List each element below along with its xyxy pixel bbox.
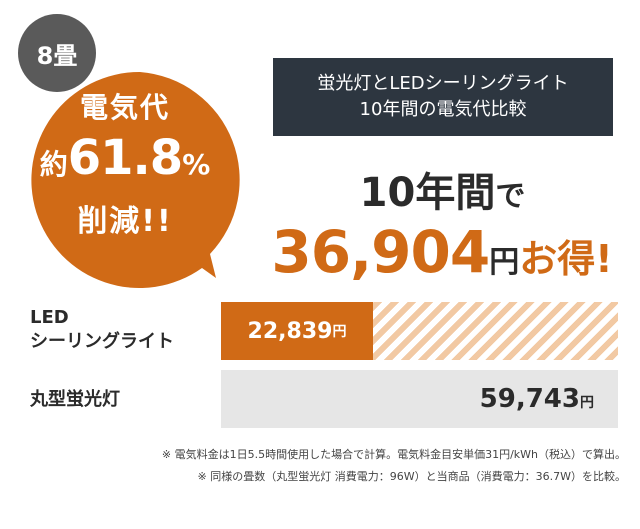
badge-text: 8畳 (36, 41, 78, 70)
bubble-line3: 削減!! (77, 204, 173, 239)
title-line2: 10年間の電気代比較 (359, 99, 527, 120)
led-bar-fill: 22,839 円 (221, 302, 373, 360)
footnote-1: ※ 電気料金は1日5.5時間使用した場合で計算。電気料金目安単価31円/kWh（… (161, 448, 626, 461)
bubble-prefix: 約 (39, 148, 68, 181)
fluorescent-unit: 円 (580, 395, 594, 411)
room-size-badge: 8畳 (18, 14, 96, 92)
fluorescent-value-wrap: 59,743円 (480, 384, 594, 414)
led-value: 22,839 (247, 318, 333, 344)
title-line1: 蛍光灯とLEDシーリングライト (317, 73, 569, 94)
fluorescent-value: 59,743 (479, 384, 580, 414)
comparison-title-box: 蛍光灯とLEDシーリングライト 10年間の電気代比較 (273, 58, 613, 136)
fluorescent-bar (221, 370, 618, 428)
led-unit: 円 (332, 324, 347, 340)
bubble-percent-sign: % (182, 148, 211, 181)
fluorescent-label: 丸型蛍光灯 (30, 389, 120, 410)
headline-years: 10年間で (270, 160, 615, 218)
savings-bubble (20, 60, 260, 290)
savings-amount: 36,904 (271, 218, 490, 286)
headline-years-suffix: で (495, 179, 526, 214)
headline-years-text: 10年間 (359, 170, 496, 216)
led-label-line1: LED (30, 307, 69, 328)
footnote-2: ※ 同様の畳数（丸型蛍光灯 消費電力：96W）と当商品（消費電力：36.7W）を… (197, 470, 626, 483)
led-label-line2: シーリングライト (30, 331, 174, 352)
bubble-percent-value: 61.8 (67, 130, 183, 186)
headline-savings: 36,904円お得! (262, 218, 622, 286)
savings-yen: 円 (489, 245, 520, 280)
savings-otoku: お得! (519, 237, 613, 281)
speech-bubble-shape (31, 71, 240, 288)
bubble-percent: 約61.8% (20, 130, 230, 186)
led-label: LED シーリングライト (30, 306, 174, 354)
bubble-line1: 電気代 (79, 91, 170, 124)
